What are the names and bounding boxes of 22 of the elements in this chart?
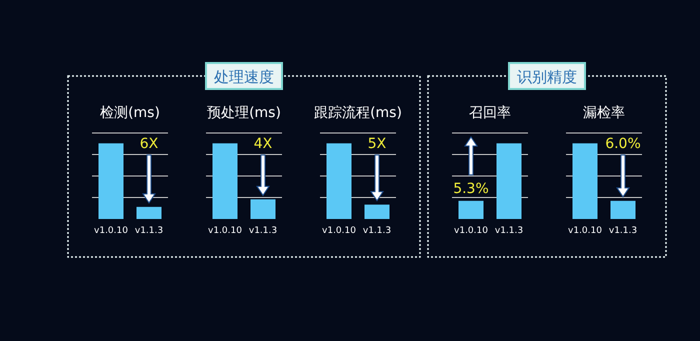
- x-tick-label: v1.0.10: [454, 226, 488, 236]
- annotation: 6X: [140, 136, 159, 152]
- text: 识别精度: [517, 68, 577, 86]
- chart-title: 漏检率: [583, 105, 625, 121]
- x-tick-label: v1.0.10: [568, 226, 602, 236]
- x-tick-label: v1.1.3: [608, 226, 638, 236]
- chart-title: 召回率: [469, 105, 511, 121]
- annotation: 5X: [368, 136, 387, 152]
- x-tick-label: v1.1.3: [134, 226, 164, 236]
- annotation: 6.0%: [605, 136, 641, 152]
- x-tick-label: v1.1.3: [362, 226, 392, 236]
- x-tick-label: v1.0.10: [322, 226, 356, 236]
- annotation: 5.3%: [453, 180, 489, 197]
- x-tick-label: v1.1.3: [248, 226, 278, 236]
- chart-title: 检测(ms): [100, 105, 160, 121]
- chart-title: 预处理(ms): [207, 105, 281, 121]
- x-tick-label: v1.1.3: [494, 226, 524, 236]
- x-tick-label: v1.0.10: [94, 226, 128, 236]
- text: 处理速度: [214, 68, 274, 86]
- chart-title: 跟踪流程(ms): [314, 105, 402, 121]
- annotation: 4X: [254, 136, 273, 152]
- x-tick-label: v1.0.10: [208, 226, 242, 236]
